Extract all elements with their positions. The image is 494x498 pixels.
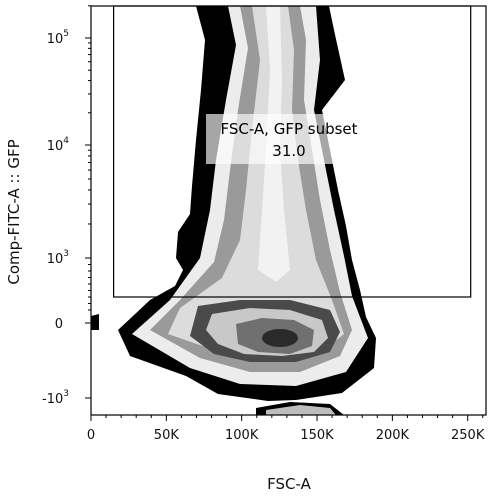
y-axis-title: Comp-FITC-A :: GFP — [5, 139, 23, 284]
gate-percent: 31.0 — [272, 142, 305, 160]
x-tick-label: 200K — [376, 428, 410, 443]
y-tick-label: 105 — [47, 29, 69, 47]
gate-label-background — [206, 114, 372, 164]
y-tick-label: 0 — [55, 317, 63, 332]
x-tick-label: 250K — [451, 428, 485, 443]
y-tick-exponent: 4 — [63, 136, 69, 146]
x-tick-label: 0 — [87, 428, 95, 443]
y-tick-base: 10 — [47, 139, 64, 154]
x-axis: 0 50K 100K 150K 200K 250K — [87, 415, 485, 443]
y-tick-label: 103 — [47, 249, 69, 267]
x-tick-label: 100K — [225, 428, 259, 443]
y-tick-label: -103 — [42, 389, 69, 407]
y-tick-exponent: 3 — [63, 249, 69, 259]
y-tick-base: 10 — [47, 32, 64, 47]
y-tick-base: 0 — [55, 317, 63, 332]
y-tick-exponent: 5 — [63, 29, 69, 39]
x-tick-label: 150K — [300, 428, 334, 443]
x-axis-title: FSC-A — [267, 475, 311, 493]
y-tick-base: 10 — [47, 252, 64, 267]
y-tick-label: 104 — [47, 136, 70, 154]
y-tick-base: -10 — [42, 392, 63, 407]
plot-frame — [90, 5, 487, 416]
x-tick-label: 50K — [154, 428, 180, 443]
density-zebra — [91, 6, 376, 415]
gate-name: FSC-A, GFP subset — [220, 120, 357, 138]
y-tick-exponent: 3 — [63, 389, 69, 399]
